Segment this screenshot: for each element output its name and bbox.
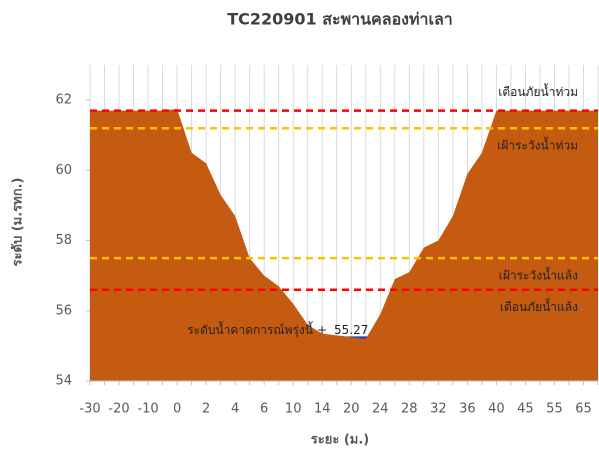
x-tick-label: 65 [575, 402, 592, 417]
y-tick-label: 58 [55, 233, 72, 248]
x-tick-label: 36 [459, 402, 476, 417]
x-tick-label: 24 [372, 402, 389, 417]
chart-title: TC220901 สะพานคลองท่าเลา [227, 10, 453, 29]
y-tick-label: 54 [55, 374, 72, 389]
y-tick-label: 60 [55, 163, 72, 178]
y-axis-title: ระดับ (ม.รทก.) [11, 178, 26, 267]
y-tick-label: 62 [55, 93, 72, 108]
water-value-label: 55.27 [334, 323, 368, 337]
x-tick-label: -20 [108, 402, 129, 417]
water-label: ระดับน้ำคาดการณ์พรุ่งนี้ [187, 321, 313, 338]
x-axis-title: ระยะ (ม.) [311, 433, 369, 448]
x-tick-label: 4 [231, 402, 239, 417]
reference-label: เฝ้าระวังน้ำท่วม [497, 137, 578, 153]
x-tick-label: 32 [430, 402, 447, 417]
x-tick-label: 55 [546, 402, 563, 417]
reference-label: เฝ้าระวังน้ำแล้ง [499, 267, 578, 283]
x-tick-label: -10 [137, 402, 158, 417]
y-tick-label: 56 [55, 303, 72, 318]
water-marker: + [317, 323, 327, 337]
x-tick-label: 20 [343, 402, 360, 417]
x-tick-label: 14 [314, 402, 331, 417]
x-tick-label: -30 [79, 402, 100, 417]
x-tick-label: 0 [173, 402, 181, 417]
reference-label: เตือนภัยน้ำท่วม [498, 83, 578, 99]
x-tick-label: 6 [260, 402, 268, 417]
reference-label: เตือนภัยน้ำแล้ง [500, 298, 578, 314]
x-tick-label: 40 [488, 402, 505, 417]
x-tick-label: 28 [401, 402, 418, 417]
ground-area [90, 108, 598, 381]
x-tick-label: 45 [517, 402, 534, 417]
x-tick-label: 10 [285, 402, 302, 417]
x-tick-label: 2 [202, 402, 210, 417]
